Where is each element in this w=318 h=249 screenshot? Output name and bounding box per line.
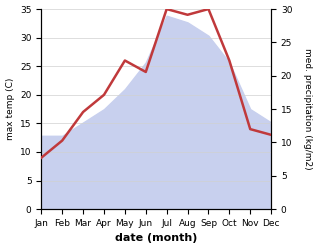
Y-axis label: max temp (C): max temp (C) [5,78,15,140]
Y-axis label: med. precipitation (kg/m2): med. precipitation (kg/m2) [303,48,313,170]
X-axis label: date (month): date (month) [115,234,197,244]
